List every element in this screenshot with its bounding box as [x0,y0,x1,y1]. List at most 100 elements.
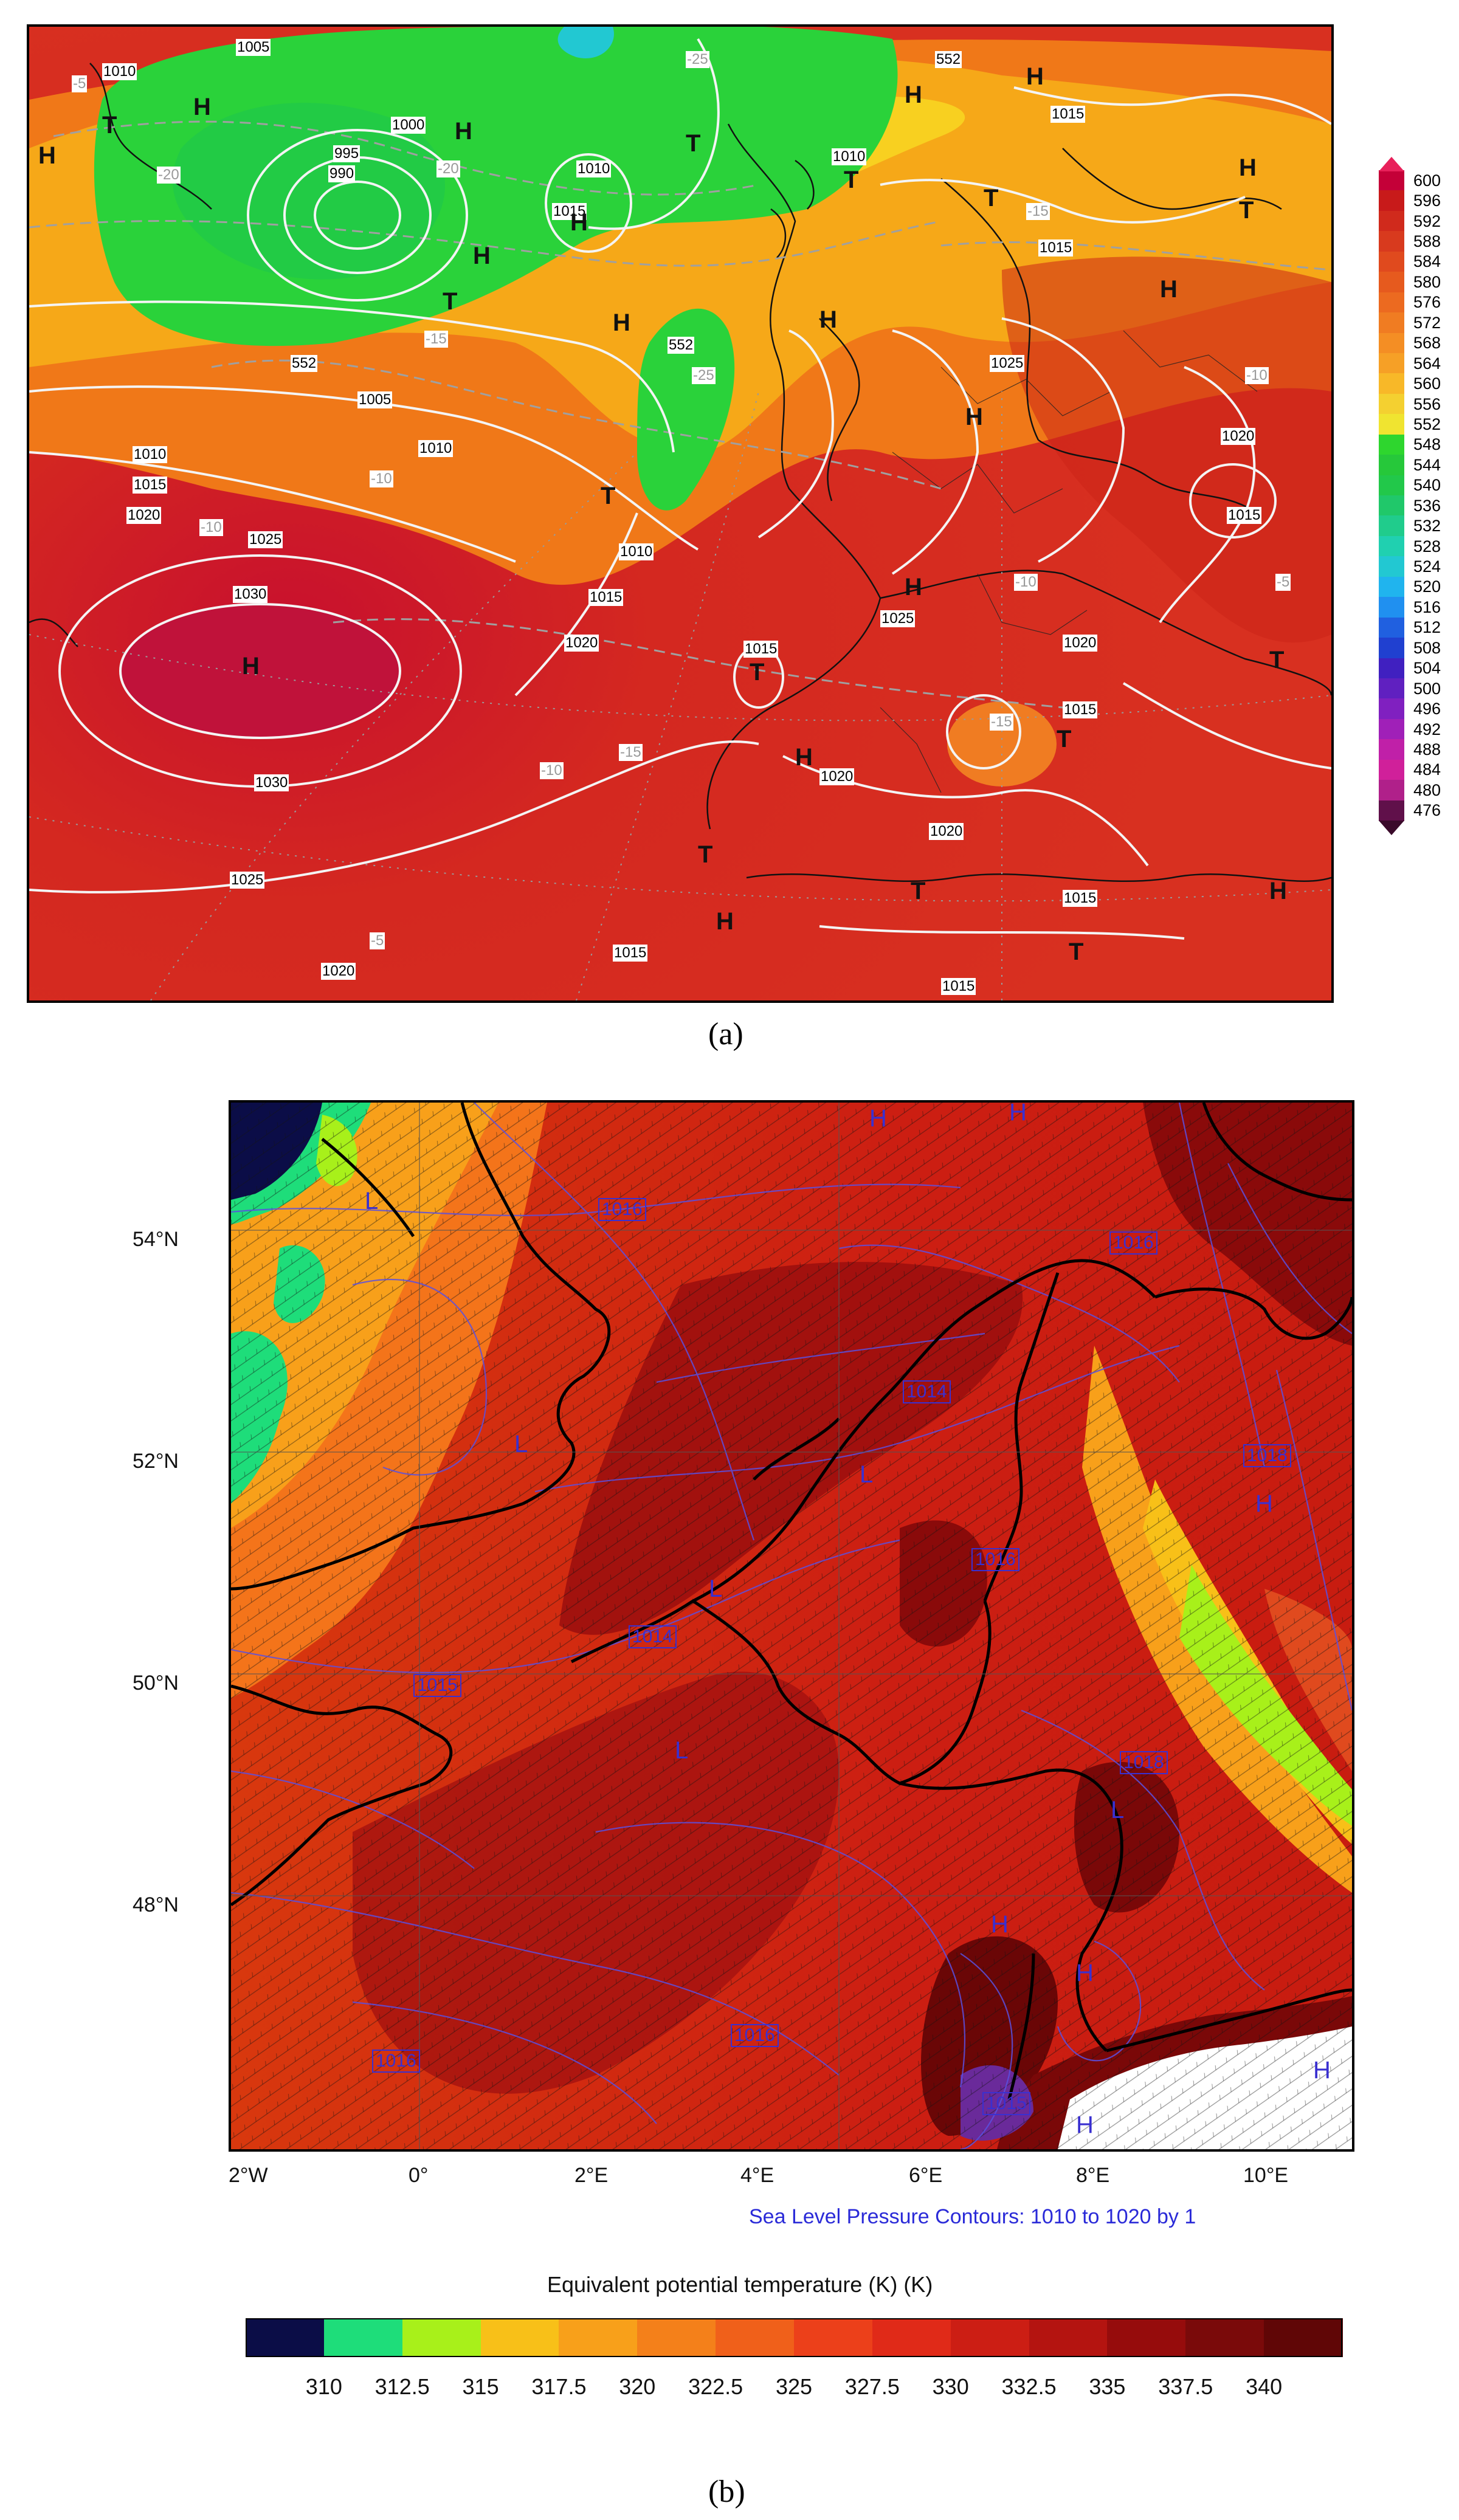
colorbar-a-segment [1379,292,1404,314]
lat-label: 50°N [133,1671,179,1695]
colorbar-a-segment [1379,556,1404,577]
isobar-label: 1025 [248,531,283,548]
slp-high-center: H [1076,1960,1094,1986]
colorbar-a-tick-label: 500 [1413,679,1441,698]
colorbar-a-segment [1379,617,1404,639]
thickness-label: 552 [935,51,962,68]
colorbar-a-segment [1379,373,1404,394]
thickness-label: -5 [1275,574,1291,591]
colorbar-b-tick-label: 335 [1089,2374,1126,2399]
low-center: T [443,288,458,315]
colorbar-a-tick-label: 568 [1413,334,1441,353]
colorbar-b-segment [480,2318,560,2357]
map-panel-b: 1016 1016 1014 1018 1016 1014 1015 1018 … [229,1100,1354,2152]
colorbar-a-tick-label: 492 [1413,720,1441,738]
thickness-label: -20 [436,160,460,177]
isobar-label: 1015 [613,945,648,962]
high-center: H [570,209,588,236]
colorbar-a-tick-label: 516 [1413,597,1441,616]
colorbar-a-segment [1379,414,1404,435]
colorbar-a-segment [1379,475,1404,496]
isobar-label: 1025 [880,610,916,627]
colorbar-a-segment [1379,231,1404,252]
isobar-label: 1030 [254,774,289,791]
isobar-label: 1000 [391,117,426,134]
isobar-label: 990 [328,165,356,182]
isobar-label: 1020 [126,507,162,524]
high-center: H [905,81,922,108]
colorbar-b-segment [637,2318,717,2357]
colorbar-a-segment [1379,455,1404,476]
colorbar-a-segment [1379,638,1404,659]
colorbar-a-tick-label: 540 [1413,476,1441,495]
colorbar-a-segment [1379,434,1404,456]
colorbar-a-tick-label: 524 [1413,557,1441,576]
isobar-label: 1015 [1227,507,1262,524]
thickness-label: -15 [619,744,643,761]
isobar-label: 1020 [1063,635,1098,652]
colorbar-a-segment [1379,393,1404,415]
high-center: H [905,574,922,601]
slp-low-center: L [514,1431,528,1458]
low-center: T [698,841,713,868]
isobar-label: 1015 [941,978,976,995]
colorbar-b-segment [559,2318,638,2357]
low-center: T [1269,647,1285,673]
isobars [29,38,1331,940]
colorbar-b-segment [402,2318,481,2357]
slp-low-center: L [860,1461,874,1488]
high-center: H [193,94,211,120]
panel-b-label: (b) [708,2474,745,2509]
low-center: T [1057,726,1072,752]
colorbar-b-segment [950,2318,1030,2357]
colorbar-a-tick-label: 508 [1413,638,1441,657]
slp-high-center: H [1009,1100,1027,1126]
colorbar-a-tick-label: 588 [1413,232,1441,251]
thickness-label: -25 [692,367,716,384]
slp-high-center: H [1076,2112,1094,2138]
isobar-label: 1020 [929,823,964,840]
colorbar-a-segment [1379,515,1404,537]
isobar-label: 1010 [576,160,612,177]
colorbar-b-segment [1264,2318,1343,2357]
colorbar-a-bottom-arrow [1379,821,1404,835]
isobar-label: 1030 [233,586,268,603]
isobar-label: 1005 [357,391,393,408]
blue-spot [557,27,614,58]
isobar-label: 1015 [1063,890,1098,907]
slp-low-center: L [1111,1797,1125,1823]
thickness-label: -10 [1245,367,1269,384]
colorbar-a-segment [1379,312,1404,334]
slp-box-label: 1016 [1109,1231,1157,1255]
map-a-graphic [29,27,1331,1000]
isobar-label: 1020 [564,635,599,652]
high-center: H [1026,63,1044,90]
colorbar-b-tick-label: 337.5 [1158,2374,1213,2399]
high-center: H [965,404,983,430]
isobar-label: 1010 [102,63,137,80]
colorbar-b-segment [794,2318,873,2357]
lat-label: 48°N [133,1893,179,1916]
low-center: T [984,185,999,212]
high-core [120,604,400,738]
colorbar-b-tick-label: 322.5 [688,2374,743,2399]
colorbar-a-tick-label: 576 [1413,293,1441,312]
colorbar-a-segment [1379,658,1404,679]
isobar-label: 995 [333,145,360,162]
slp-box-label: 1016 [731,2024,779,2047]
thickness-label: -25 [686,51,709,68]
colorbar-b-tick-label: 332.5 [1001,2374,1057,2399]
low-center: T [1069,938,1084,965]
slp-box-label: 1018 [1243,1444,1291,1467]
colorbar-b-segment [872,2318,951,2357]
lon-label: 2°W [229,2164,268,2187]
colorbar-a-tick-label: 572 [1413,313,1441,332]
isobar-label: 1010 [133,446,168,463]
colorbar-b-tick-label: 312.5 [374,2374,430,2399]
slp-high-center: H [869,1105,887,1132]
colorbar-a-tick-label: 580 [1413,272,1441,291]
thickness-label: -10 [540,762,564,779]
colorbar-b-tick-label: 310 [305,2374,342,2399]
colorbar-a-segment [1379,190,1404,212]
colorbar-a-segment [1379,495,1404,517]
